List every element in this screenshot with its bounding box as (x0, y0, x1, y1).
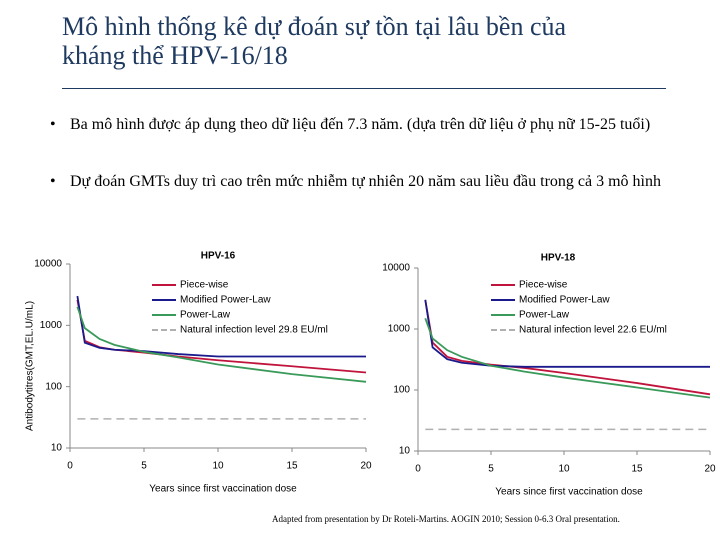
x-axis-label: Years since first vaccination dose (495, 487, 643, 498)
x-tick-label: 20 (360, 461, 372, 472)
legend-label: Piece-wise (519, 280, 568, 291)
series-line (424, 317, 711, 399)
series-line (76, 306, 367, 383)
x-tick-label: 15 (286, 461, 298, 472)
y-tick-label: 1000 (388, 324, 411, 335)
x-tick-label: 20 (704, 464, 716, 475)
legend-label: Modified Power-Law (180, 295, 271, 306)
chart-title: HPV-16 (201, 251, 236, 262)
legend-label: Natural infection level 22.6 EU/ml (519, 325, 667, 336)
x-axis-label: Years since first vaccination dose (149, 484, 297, 495)
y-tick-label: 10000 (382, 263, 410, 274)
slide-title: Mô hình thống kê dự đoán sự tồn tại lâu … (62, 12, 567, 70)
title-rule (62, 88, 666, 89)
legend-label: Power-Law (519, 310, 570, 321)
y-tick-label: 10 (51, 443, 63, 454)
y-axis-label: Antibodytitres(GMT,EL.U/mL) (25, 301, 36, 431)
bullet: • Dự đoán GMTs duy trì cao trên mức nhiễm… (50, 173, 661, 190)
x-tick-label: 0 (415, 464, 421, 475)
legend-label: Piece-wise (180, 280, 229, 291)
bullet: • Ba mô hình được áp dụng theo dữ liệu đế… (50, 116, 651, 133)
legend-label: Modified Power-Law (519, 295, 610, 306)
x-tick-label: 10 (212, 461, 224, 472)
x-tick-label: 15 (631, 464, 643, 475)
footnote: Adapted from presentation by Dr Roteli-M… (272, 514, 620, 524)
series-line (424, 299, 711, 396)
y-tick-label: 100 (393, 385, 410, 396)
y-tick-label: 10000 (34, 259, 62, 270)
y-tick-label: 100 (45, 381, 62, 392)
bullet-text: Dự đoán GMTs duy trì cao trên mức nhiễm … (70, 173, 661, 190)
x-tick-label: 10 (558, 464, 570, 475)
chart-title: HPV-18 (541, 253, 576, 264)
legend-label: Power-Law (180, 310, 231, 321)
x-tick-label: 0 (67, 461, 73, 472)
y-tick-label: 10 (399, 446, 411, 457)
y-tick-label: 1000 (40, 320, 63, 331)
x-tick-label: 5 (488, 464, 494, 475)
x-tick-label: 5 (141, 461, 147, 472)
bullet-text: Ba mô hình được áp dụng theo dữ liệu đến… (70, 116, 651, 133)
legend-label: Natural infection level 29.8 EU/ml (180, 325, 328, 336)
